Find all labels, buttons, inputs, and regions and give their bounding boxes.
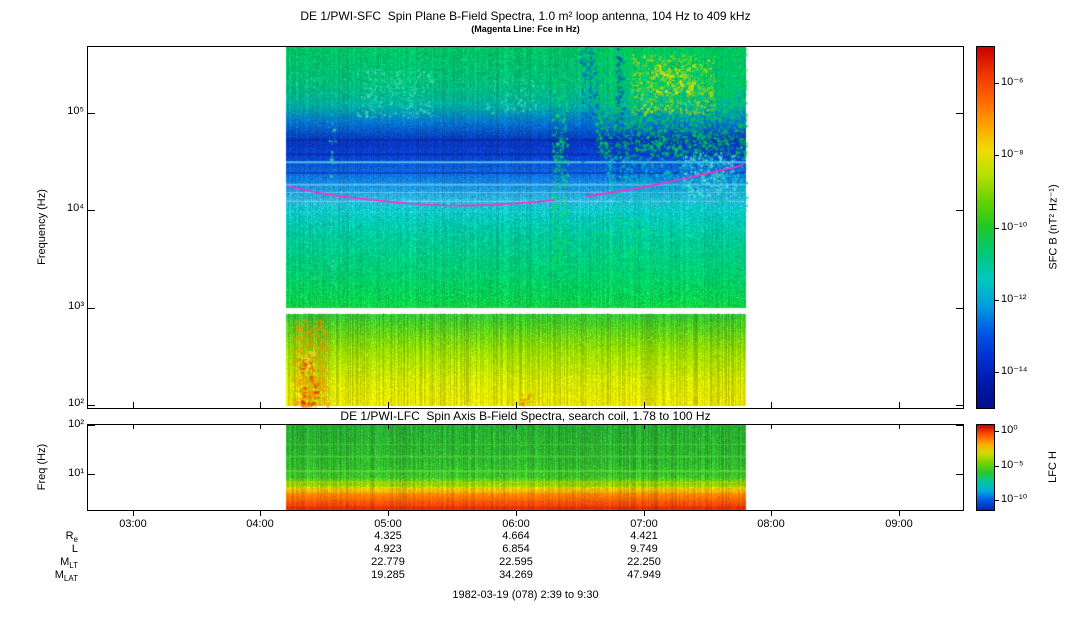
lfc-x-tick-mark [644, 425, 645, 429]
ephemeris-row-label: MLAT [54, 569, 78, 584]
sfc-colorbar-tick-mark [995, 372, 999, 373]
lfc-x-tick-mark [388, 425, 389, 429]
sfc-colorbar-tick-mark [995, 155, 999, 156]
sfc-y-tick-mark [88, 113, 95, 114]
sfc-x-tick-mark [644, 402, 645, 408]
ephemeris-row-label: Re [65, 530, 78, 545]
lfc-colorbar-tick-label: 10⁻¹⁰ [1001, 493, 1028, 505]
ephemeris-value: 34.269 [499, 569, 533, 581]
ephemeris-value: 4.325 [374, 530, 402, 542]
ephemeris-row-label: MLT [60, 556, 78, 571]
sfc-x-tick-mark [516, 402, 517, 408]
lfc-spectrogram-canvas [88, 425, 963, 510]
ephemeris-value: 4.923 [374, 543, 402, 555]
sfc-colorbar-label: SFC B (nT² Hz⁻¹) [1047, 184, 1060, 270]
sfc-y-tick-mark [88, 308, 95, 309]
time-tick-label: 03:00 [119, 518, 147, 530]
ephemeris-value: 19.285 [371, 569, 405, 581]
sfc-x-tick-mark [388, 402, 389, 408]
sfc-y-axis-label: Frequency (Hz) [36, 189, 48, 265]
sfc-colorbar-tick-label: 10⁻¹⁰ [1001, 221, 1028, 233]
time-tick-mark [516, 511, 517, 516]
lfc-y-tick-mark [956, 474, 963, 475]
lfc-x-tick-mark [516, 425, 517, 429]
time-tick-mark [644, 511, 645, 516]
sfc-y-tick-label: 10² [68, 397, 84, 409]
lfc-y-tick-mark [88, 425, 95, 426]
time-tick-mark [133, 511, 134, 516]
time-tick-mark [388, 511, 389, 516]
sfc-colorbar-tick-mark [995, 83, 999, 84]
sfc-colorbar [976, 46, 995, 409]
time-tick-label: 07:00 [630, 518, 658, 530]
sfc-y-tick-label: 10⁴ [67, 202, 84, 214]
sfc-colorbar-tick-mark [995, 228, 999, 229]
sfc-x-tick-mark [133, 402, 134, 408]
time-range-caption: 1982-03-19 (078) 2:39 to 9:30 [452, 589, 599, 601]
lfc-y-tick-label: 10² [68, 418, 84, 430]
ephemeris-value: 22.250 [627, 556, 661, 568]
sfc-colorbar-tick-mark [995, 300, 999, 301]
plot-subtitle: (Magenta Line: Fce in Hz) [471, 24, 580, 34]
lfc-colorbar-label: LFC H [1047, 451, 1059, 483]
lfc-colorbar-tick-label: 10⁻⁵ [1001, 459, 1024, 471]
ephemeris-value: 22.779 [371, 556, 405, 568]
ephemeris-row-label: L [71, 543, 78, 555]
sfc-x-tick-mark [771, 402, 772, 408]
ephemeris-value: 47.949 [627, 569, 661, 581]
lfc-colorbar-tick-mark [995, 500, 999, 501]
ephemeris-value: 22.595 [499, 556, 533, 568]
sfc-y-tick-mark [88, 405, 95, 406]
sfc-y-tick-label: 10³ [68, 300, 84, 312]
sfc-x-tick-mark [260, 402, 261, 408]
lfc-x-tick-mark [899, 425, 900, 429]
lfc-colorbar-tick-mark [995, 466, 999, 467]
lfc-panel-title: DE 1/PWI-LFC Spin Axis B-Field Spectra, … [340, 409, 711, 423]
sfc-y-tick-mark [956, 210, 963, 211]
sfc-spectrogram-canvas [88, 47, 963, 408]
time-tick-mark [260, 511, 261, 516]
lfc-colorbar-tick-label: 10⁰ [1001, 424, 1018, 436]
lfc-x-tick-mark [771, 425, 772, 429]
lfc-x-tick-mark [260, 425, 261, 429]
sfc-y-tick-label: 10⁵ [67, 105, 84, 117]
lfc-y-tick-mark [956, 425, 963, 426]
ephemeris-value: 4.664 [502, 530, 530, 542]
ephemeris-value: 6.854 [502, 543, 530, 555]
time-tick-mark [899, 511, 900, 516]
ephemeris-value: 4.421 [630, 530, 658, 542]
sfc-y-tick-mark [956, 113, 963, 114]
time-tick-label: 04:00 [246, 518, 274, 530]
time-tick-label: 05:00 [374, 518, 402, 530]
sfc-y-tick-mark [956, 308, 963, 309]
lfc-y-tick-mark [88, 474, 95, 475]
lfc-spectrogram-panel [87, 424, 964, 511]
time-tick-label: 06:00 [502, 518, 530, 530]
lfc-x-tick-mark [133, 425, 134, 429]
time-tick-label: 08:00 [757, 518, 785, 530]
lfc-colorbar-tick-mark [995, 431, 999, 432]
sfc-y-tick-mark [956, 405, 963, 406]
sfc-x-tick-mark [899, 402, 900, 408]
ephemeris-value: 9.749 [630, 543, 658, 555]
time-tick-mark [771, 511, 772, 516]
time-tick-label: 09:00 [885, 518, 913, 530]
sfc-spectrogram-panel [87, 46, 964, 409]
sfc-colorbar-tick-label: 10⁻⁸ [1001, 148, 1024, 160]
sfc-y-tick-mark [88, 210, 95, 211]
lfc-colorbar [976, 424, 995, 511]
plot-title: DE 1/PWI-SFC Spin Plane B-Field Spectra,… [300, 9, 751, 23]
sfc-colorbar-tick-label: 10⁻⁶ [1001, 76, 1024, 88]
lfc-y-tick-label: 10¹ [68, 467, 84, 479]
sfc-colorbar-tick-label: 10⁻¹² [1001, 293, 1027, 305]
sfc-colorbar-tick-label: 10⁻¹⁴ [1001, 365, 1028, 377]
